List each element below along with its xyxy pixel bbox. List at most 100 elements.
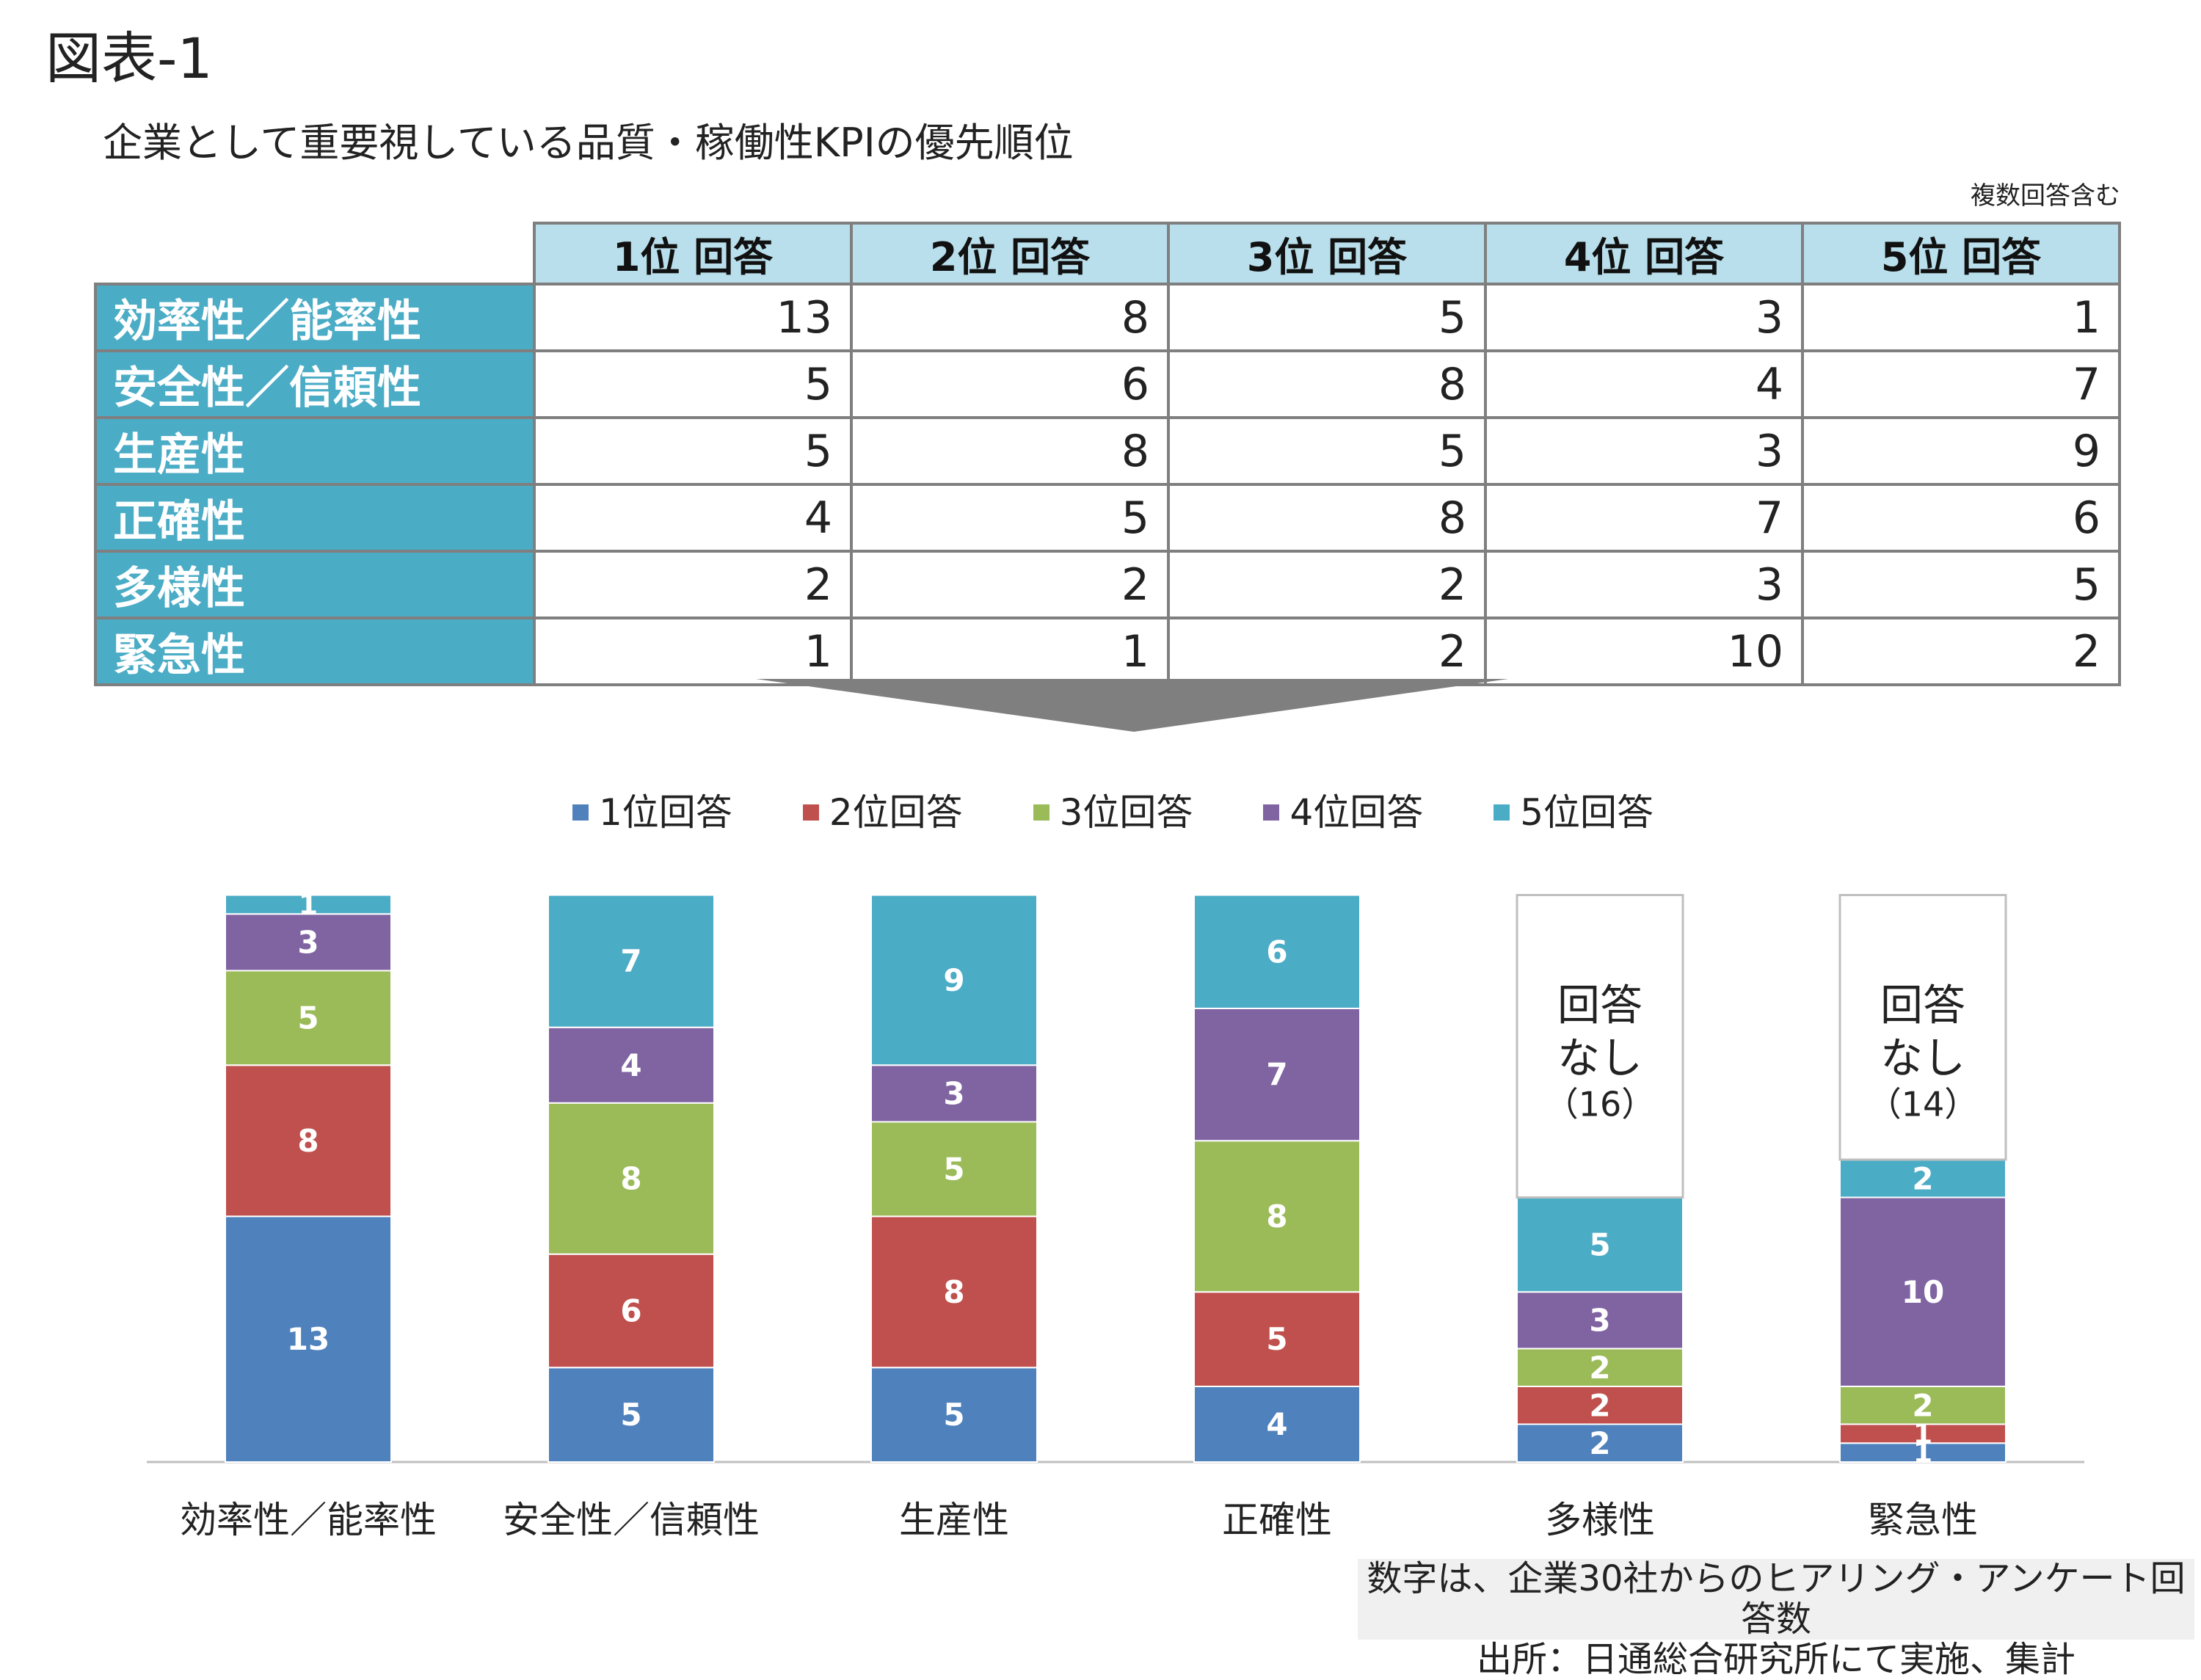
kpi-ranking-table: 1位 回答 2位 回答 3位 回答 4位 回答 5位 回答 効率性／能率性 13… [94,222,2121,686]
source-line-1: 数字は、企業30社からのヒアリング・アンケート回答数 [1367,1558,2186,1640]
legend-label: 1位回答 [599,791,732,834]
source-note: 数字は、企業30社からのヒアリング・アンケート回答数 出所：日通総合研究所にて実… [1358,1558,2194,1680]
table-row: 効率性／能率性 13 8 5 3 1 [94,283,2121,352]
data-label: 4 [1266,1406,1287,1442]
row-header: 正確性 [94,483,536,553]
legend-label: 3位回答 [1059,791,1193,834]
bar-segment [547,1102,715,1255]
table-row: 安全性／信頼性 5 6 8 4 7 [94,349,2121,419]
table-cell: 8 [850,283,1170,352]
data-label: 5 [943,1397,964,1433]
x-tick-label: 緊急性 [1868,1499,1978,1541]
data-label: 2 [1912,1387,1933,1423]
row-header: 安全性／信頼性 [94,349,536,419]
table-cell: 4 [1484,349,1804,419]
table-cell: 7 [1801,349,2121,419]
bar-segment [1193,1291,1361,1387]
data-label: 7 [1266,1057,1287,1093]
multiple-answer-note: 複数回答含む [1971,181,2120,211]
bar-segment [225,1064,392,1218]
row-header: 緊急性 [94,617,536,686]
bar-segment [1516,1348,1684,1387]
bar-segment [1193,894,1361,1009]
table-cell: 6 [1801,483,2121,553]
data-label: 2 [1589,1350,1610,1386]
table-cell: 3 [1484,550,1804,619]
data-label: 10 [1902,1274,1944,1310]
table-header-row: 1位 回答 2位 回答 3位 回答 4位 回答 5位 回答 [95,222,2121,286]
table-cell: 1 [1801,283,2121,352]
x-tick-label: 生産性 [899,1499,1009,1541]
data-label: 5 [620,1397,641,1433]
legend-label: 2位回答 [829,791,963,834]
table-cell: 5 [1801,550,2121,619]
table-cell: 13 [533,283,853,352]
legend-label: 4位回答 [1289,791,1424,834]
table-row: 正確性 4 5 8 7 6 [94,483,2121,553]
data-label: 7 [620,943,641,979]
row-header: 生産性 [94,416,536,486]
legend-swatch [802,804,819,821]
column-header: 3位 回答 [1167,222,1487,286]
bar-segment [870,1367,1038,1463]
bar-segment [870,1215,1038,1369]
no-answer-label: 回答 [1557,981,1642,1030]
data-label: 3 [1589,1302,1610,1338]
bar-segment [1839,1196,2007,1387]
legend-swatch [1033,804,1049,821]
data-label: 2 [1912,1160,1933,1196]
data-label: 6 [1266,934,1287,970]
data-label: 8 [1266,1199,1287,1234]
legend-label: 5位回答 [1520,791,1654,834]
legend-swatch [1494,804,1510,821]
no-answer-label: 回答 [1880,981,1965,1030]
table-row: 多様性 2 2 2 3 5 [94,550,2121,619]
table-cell: 2 [1167,550,1487,619]
bar-segment [1516,1291,1684,1350]
data-label: 5 [1589,1226,1610,1262]
page-subtitle: 企業として重要視している品質・稼働性KPIの優先順位 [103,120,1074,166]
legend-item: 5位回答 [1494,794,1654,831]
data-label: 5 [297,1000,319,1036]
table-cell: 5 [533,349,853,419]
bar-segment [547,1253,715,1369]
x-tick-label: 効率性／能率性 [180,1499,437,1541]
x-tick-label: 安全性／信頼性 [503,1499,760,1541]
table-cell: 5 [1167,416,1487,486]
bar-segment [225,913,392,972]
table-cell: 2 [1167,617,1487,686]
data-label: 2 [1589,1387,1610,1423]
chart-legend: 1位回答 2位回答 3位回答 4位回答 5位回答 [572,794,1654,831]
table-cell: 2 [1801,617,2121,686]
bar-segment [1516,1386,1684,1425]
table-cell: 8 [1167,483,1487,553]
column-header: 1位 回答 [533,222,853,286]
column-header: 5位 回答 [1801,222,2121,286]
table-cell: 10 [1484,617,1804,686]
legend-swatch [1263,804,1280,821]
data-label: 3 [297,924,319,960]
bar-segment [1193,1386,1361,1463]
data-label: 13 [287,1321,330,1357]
table-cell: 3 [1484,416,1804,486]
bar-segment [225,894,392,915]
legend-item: 3位回答 [1033,794,1193,831]
data-label: 9 [943,962,964,998]
no-answer-box [1838,894,2007,1161]
table-cell: 5 [1167,283,1487,352]
no-answer-count: （16） [1545,1085,1656,1124]
no-answer-box [1516,894,1684,1199]
table-cell: 9 [1801,416,2121,486]
bar-segment [870,1064,1038,1123]
table-cell: 2 [533,550,853,619]
data-label: 5 [1266,1321,1287,1357]
table-cell: 5 [850,483,1170,553]
legend-item: 4位回答 [1263,794,1423,831]
bar-segment [225,970,392,1066]
bar-segment [1839,1442,2007,1463]
table-cell: 8 [850,416,1170,486]
data-label: 6 [620,1293,641,1329]
table-cell: 2 [850,550,1170,619]
x-tick-label: 正確性 [1222,1499,1332,1541]
